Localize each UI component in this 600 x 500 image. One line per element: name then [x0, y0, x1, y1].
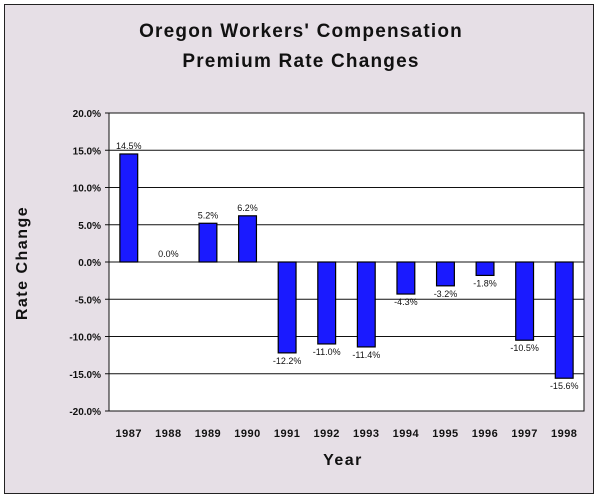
data-label-1997: -10.5% — [510, 343, 539, 353]
bar-1991 — [277, 261, 297, 354]
y-tick-label: -20.0% — [69, 407, 101, 418]
x-category-1996: 1996 — [472, 428, 498, 440]
data-label-1993: -11.4% — [352, 350, 380, 360]
bar-1994 — [396, 261, 416, 295]
data-label-1988: 0.0% — [158, 249, 179, 259]
y-tick-label: 5.0% — [78, 221, 101, 232]
y-axis-ticks: 20.0% 15.0% 10.0% 5.0% 0.0% -5.0% -10.0% -15.0%… — [69, 109, 109, 418]
bar-1992 — [317, 261, 337, 345]
x-category-1988: 1988 — [155, 428, 181, 440]
bar-1989 — [198, 222, 218, 263]
bar-1995 — [435, 261, 455, 287]
x-category-1987: 1987 — [116, 428, 142, 440]
y-tick-label: -10.0% — [69, 333, 101, 344]
x-category-1989: 1989 — [195, 428, 221, 440]
x-axis-title: Year — [323, 452, 363, 469]
bar-1987 — [119, 153, 139, 263]
x-category-1993: 1993 — [353, 428, 379, 440]
y-tick-label: 0.0% — [78, 258, 101, 269]
x-axis-categories: 1987 1988 1989 1990 1991 1992 1993 1994 1995 1996… — [116, 428, 577, 440]
x-category-1990: 1990 — [234, 428, 260, 440]
x-category-1997: 1997 — [511, 428, 537, 440]
data-label-1996: -1.8% — [473, 278, 497, 288]
bar-1997 — [515, 261, 535, 341]
bar-1998 — [554, 261, 574, 379]
data-label-1998: -15.6% — [550, 381, 579, 391]
data-label-1989: 5.2% — [198, 210, 219, 220]
gridlines — [109, 149, 584, 375]
y-axis-title: Rate Change — [14, 206, 31, 320]
chart-title-line-1: Oregon Workers' Compensation — [139, 21, 463, 42]
chart-title-line-2: Premium Rate Changes — [182, 51, 419, 72]
y-tick-label: 20.0% — [73, 109, 101, 120]
x-category-1995: 1995 — [432, 428, 458, 440]
y-tick-label: 15.0% — [73, 146, 101, 157]
x-category-1992: 1992 — [313, 428, 339, 440]
x-category-1991: 1991 — [274, 428, 300, 440]
data-label-1994: -4.3% — [394, 297, 418, 307]
x-category-1994: 1994 — [393, 428, 420, 440]
y-tick-label: -15.0% — [69, 370, 101, 381]
data-label-1995: -3.2% — [434, 289, 458, 299]
data-labels: 14.5% 0.0% 5.2% 6.2% -12.2% -11.0% -11.4% -4.3%… — [116, 141, 578, 391]
data-label-1990: 6.2% — [237, 203, 258, 213]
chart-frame: Oregon Workers' Compensation Premium Rat… — [4, 4, 594, 494]
bar-1996 — [475, 261, 495, 277]
bar-chart: Oregon Workers' Compensation Premium Rat… — [14, 21, 585, 469]
y-tick-label: -5.0% — [75, 295, 101, 306]
bars — [119, 153, 574, 379]
bar-1993 — [356, 261, 376, 348]
bar-1990 — [238, 215, 258, 263]
y-tick-label: 10.0% — [73, 184, 101, 195]
data-label-1992: -11.0% — [313, 347, 341, 357]
data-label-1987: 14.5% — [116, 141, 142, 151]
x-category-1998: 1998 — [551, 428, 577, 440]
data-label-1991: -12.2% — [273, 356, 302, 366]
